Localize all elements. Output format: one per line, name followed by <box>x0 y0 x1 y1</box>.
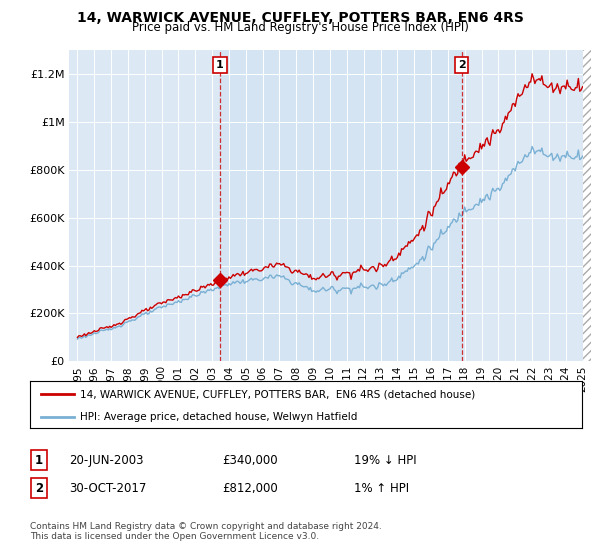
Text: 2: 2 <box>35 482 43 495</box>
Text: Price paid vs. HM Land Registry's House Price Index (HPI): Price paid vs. HM Land Registry's House … <box>131 21 469 34</box>
Text: HPI: Average price, detached house, Welwyn Hatfield: HPI: Average price, detached house, Welw… <box>80 412 357 422</box>
Text: 2: 2 <box>458 60 466 70</box>
Text: £812,000: £812,000 <box>222 482 278 495</box>
Text: Contains HM Land Registry data © Crown copyright and database right 2024.
This d: Contains HM Land Registry data © Crown c… <box>30 522 382 542</box>
Text: 1: 1 <box>35 454 43 467</box>
Bar <box>220 50 462 361</box>
Text: £340,000: £340,000 <box>222 454 278 467</box>
Text: 1: 1 <box>216 60 224 70</box>
Text: 20-JUN-2003: 20-JUN-2003 <box>69 454 143 467</box>
Text: 14, WARWICK AVENUE, CUFFLEY, POTTERS BAR,  EN6 4RS (detached house): 14, WARWICK AVENUE, CUFFLEY, POTTERS BAR… <box>80 389 475 399</box>
Text: 19% ↓ HPI: 19% ↓ HPI <box>354 454 416 467</box>
Text: 14, WARWICK AVENUE, CUFFLEY, POTTERS BAR, EN6 4RS: 14, WARWICK AVENUE, CUFFLEY, POTTERS BAR… <box>77 11 523 25</box>
Text: 1% ↑ HPI: 1% ↑ HPI <box>354 482 409 495</box>
Text: 30-OCT-2017: 30-OCT-2017 <box>69 482 146 495</box>
